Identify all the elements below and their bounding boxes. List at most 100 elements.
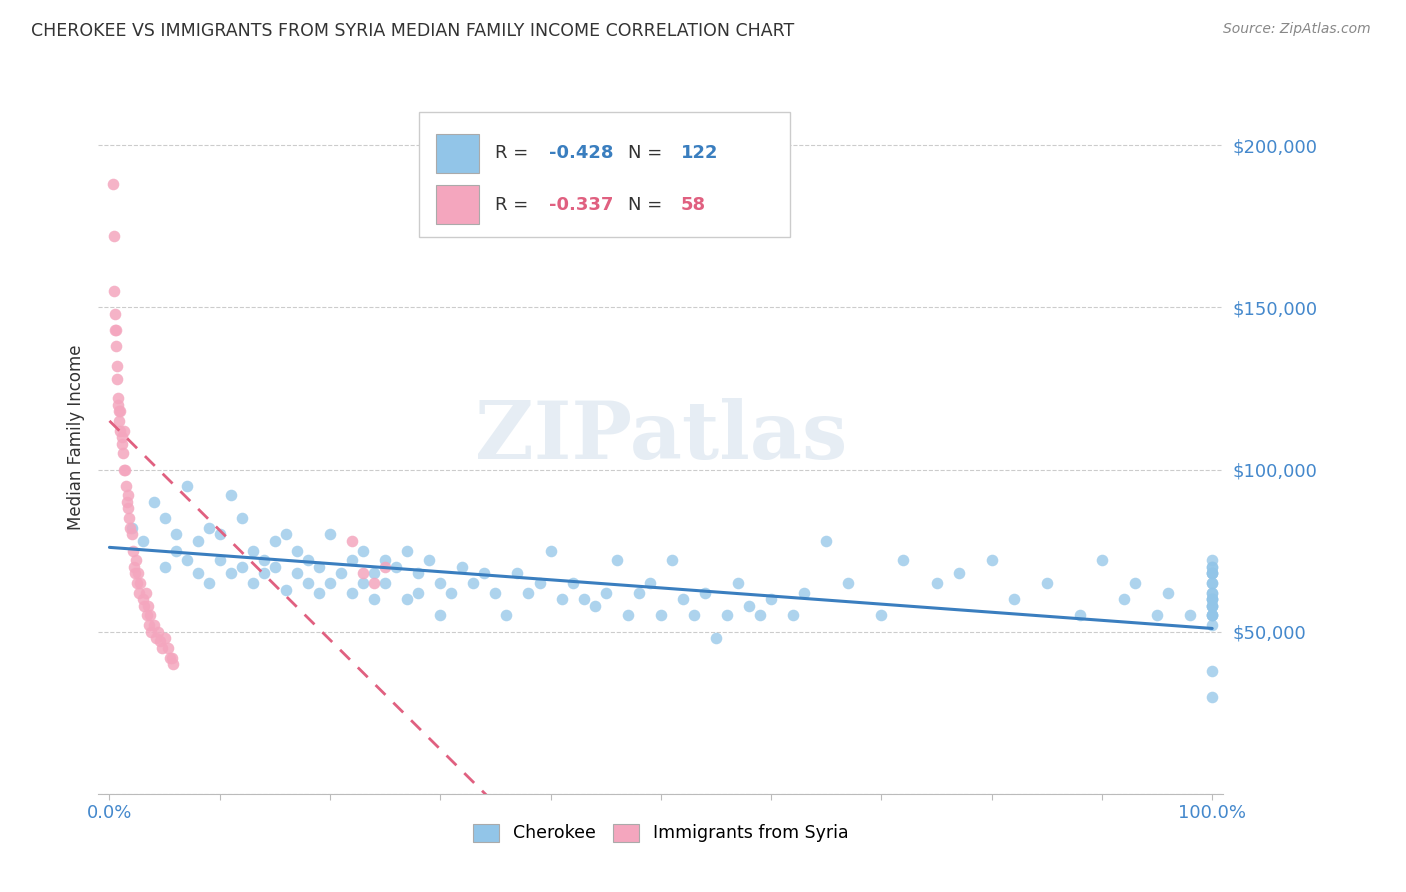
Point [156, 640, 179, 655]
Point [122, 559, 145, 574]
Point [616, 608, 638, 623]
Point [1146, 608, 1168, 623]
Point [340, 553, 363, 567]
Legend: Cherokee, Immigrants from Syria: Cherokee, Immigrants from Syria [465, 817, 856, 849]
Point [837, 576, 859, 591]
Point [1091, 553, 1114, 567]
Point [1201, 599, 1223, 613]
Point [150, 640, 173, 655]
Point [187, 533, 209, 548]
Point [893, 553, 915, 567]
Text: R =: R = [495, 196, 534, 214]
Point [495, 608, 517, 623]
Point [870, 608, 893, 623]
Point [396, 592, 419, 607]
Point [114, 462, 136, 476]
Point [440, 586, 463, 600]
Point [683, 608, 706, 623]
Point [219, 566, 242, 581]
Point [1201, 592, 1223, 607]
Point [118, 511, 141, 525]
Point [107, 391, 129, 405]
Point [105, 359, 128, 373]
Point [128, 586, 150, 600]
Point [149, 634, 172, 648]
Point [1201, 566, 1223, 581]
Point [139, 608, 162, 623]
Point [101, 177, 124, 191]
Point [285, 566, 308, 581]
Text: -0.428: -0.428 [550, 145, 614, 162]
Point [263, 533, 285, 548]
Point [638, 576, 661, 591]
Point [406, 586, 429, 600]
Point [352, 543, 374, 558]
Point [110, 404, 132, 418]
Point [153, 631, 176, 645]
Point [1036, 576, 1059, 591]
Text: ZIPatlas: ZIPatlas [475, 398, 846, 476]
Point [274, 527, 297, 541]
Point [749, 608, 772, 623]
Point [121, 527, 143, 541]
Point [127, 566, 149, 581]
Point [319, 576, 342, 591]
Point [131, 592, 153, 607]
Point [308, 559, 330, 574]
Point [716, 608, 738, 623]
Text: N =: N = [628, 145, 668, 162]
Point [406, 566, 429, 581]
Point [815, 533, 838, 548]
Point [1201, 576, 1223, 591]
Point [111, 446, 134, 460]
Point [925, 576, 948, 591]
Point [105, 339, 128, 353]
Point [484, 586, 506, 600]
Point [136, 599, 159, 613]
Point [627, 586, 650, 600]
Point [340, 533, 363, 548]
Point [115, 479, 138, 493]
Point [319, 527, 342, 541]
Point [727, 576, 749, 591]
Point [418, 553, 440, 567]
Text: Source: ZipAtlas.com: Source: ZipAtlas.com [1223, 22, 1371, 37]
Point [1201, 608, 1223, 623]
Point [253, 566, 276, 581]
Point [474, 566, 496, 581]
Point [1201, 608, 1223, 623]
Point [352, 576, 374, 591]
Point [429, 608, 451, 623]
Point [176, 479, 198, 493]
Point [374, 576, 396, 591]
Point [606, 553, 628, 567]
Point [142, 618, 165, 632]
Point [704, 631, 727, 645]
Point [105, 323, 128, 337]
Point [1201, 592, 1223, 607]
Point [165, 527, 187, 541]
Point [672, 592, 695, 607]
Point [1178, 608, 1201, 623]
Point [103, 229, 125, 244]
Point [1201, 608, 1223, 623]
Point [129, 576, 152, 591]
Point [125, 553, 148, 567]
Point [231, 559, 253, 574]
Point [583, 599, 606, 613]
Point [759, 592, 782, 607]
Point [219, 488, 242, 502]
Point [1201, 559, 1223, 574]
Point [110, 430, 132, 444]
Point [1201, 566, 1223, 581]
Point [115, 495, 138, 509]
Point [135, 586, 157, 600]
Point [1069, 608, 1091, 623]
Point [165, 543, 187, 558]
Point [451, 559, 474, 574]
Point [352, 566, 374, 581]
Point [1157, 586, 1180, 600]
Point [117, 501, 139, 516]
Point [385, 559, 408, 574]
Point [121, 543, 143, 558]
